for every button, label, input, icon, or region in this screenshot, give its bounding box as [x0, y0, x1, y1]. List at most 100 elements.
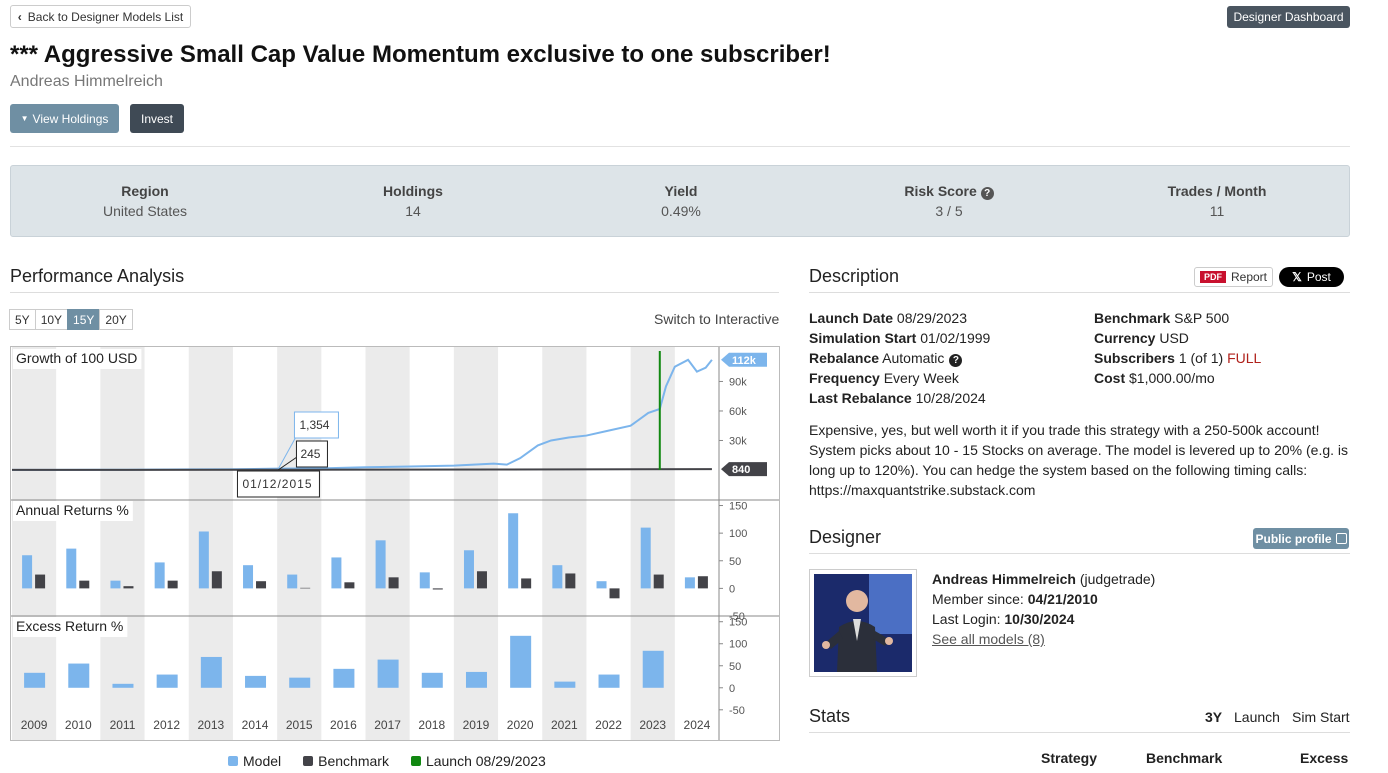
range-button[interactable]: 15Y	[67, 309, 101, 330]
summary-value: 3 / 5	[935, 203, 963, 219]
y-tick-label: 30k	[729, 435, 747, 447]
bar	[123, 586, 134, 589]
stats-column: Strategy	[1041, 750, 1098, 766]
field: Simulation Start 01/02/1999	[809, 330, 990, 346]
range-button[interactable]: 10Y	[34, 309, 69, 330]
summary-value: 0.49%	[661, 203, 701, 219]
y-tick-label: 0	[729, 683, 735, 695]
stats-column: Excess	[1300, 750, 1349, 766]
column-band	[542, 347, 587, 740]
x-tick-label: 2016	[330, 718, 357, 732]
field: Rebalance Automatic?	[809, 350, 963, 367]
field: Frequency Every Week	[809, 370, 959, 386]
x-tick-label: 2024	[684, 718, 711, 732]
pdf-badge: PDF	[1199, 271, 1226, 283]
column-band	[100, 347, 145, 740]
section-title: Designer	[809, 527, 882, 547]
x-tick-label: 2023	[639, 718, 666, 732]
divider	[809, 553, 1350, 554]
help-icon[interactable]: ?	[980, 187, 994, 200]
field-value: 08/29/2023	[896, 310, 967, 326]
tooltip-date: 01/12/2015	[242, 477, 312, 491]
legend-swatch	[410, 756, 421, 766]
legend-item[interactable]: Model	[228, 753, 281, 769]
post-button[interactable]: 𝕏 Post	[1279, 267, 1344, 287]
switch-link[interactable]: Switch to Interactive	[654, 311, 780, 327]
field-status: FULL	[1227, 350, 1262, 366]
x-tick-label: 2012	[153, 718, 180, 732]
legend-label: Launch 08/29/2023	[425, 753, 546, 769]
legend-item[interactable]: Launch 08/29/2023	[410, 753, 546, 769]
invest-button[interactable]: Invest	[130, 104, 184, 133]
field-label: Subscribers	[1094, 350, 1175, 366]
see-all-link[interactable]: See all models (8)	[932, 631, 1045, 647]
public-profile-button[interactable]: Public profile	[1253, 528, 1349, 549]
x-tick-label: 2020	[507, 718, 534, 732]
bar	[552, 565, 563, 589]
range-button[interactable]: 20Y	[99, 309, 133, 330]
field-label: Cost	[1094, 370, 1126, 386]
bar	[653, 574, 664, 589]
y-tick-label: 60k	[729, 406, 747, 418]
y-tick-label: 150	[729, 501, 747, 513]
bar	[508, 513, 519, 589]
bar	[432, 588, 443, 590]
section-title: Stats	[809, 706, 851, 726]
report-button[interactable]: PDF Report	[1194, 267, 1273, 287]
x-tick-label: 2010	[65, 718, 92, 732]
summary-label: Holdings	[383, 183, 443, 199]
legend-swatch	[228, 756, 238, 766]
dashboard-button[interactable]: Designer Dashboard	[1227, 6, 1350, 28]
stats-period[interactable]: 3Y	[1205, 709, 1223, 725]
title-bg	[13, 501, 133, 521]
bar	[609, 588, 620, 599]
bar	[35, 574, 46, 589]
bar	[388, 577, 399, 589]
bar	[331, 557, 342, 589]
field-value: 1 (of 1)	[1178, 350, 1224, 366]
back-label: Back to Designer Models List	[27, 9, 184, 24]
last-login: 10/30/2024	[1004, 611, 1075, 627]
x-tick-label: 2018	[418, 718, 445, 732]
field-label: Benchmark	[1094, 310, 1171, 326]
end-label: 840	[732, 464, 750, 476]
invest-label: Invest	[140, 111, 173, 126]
y-tick-label: -50	[729, 705, 745, 717]
field-value: USD	[1159, 330, 1189, 346]
tooltip-pointer	[278, 455, 299, 471]
back-button[interactable]: ‹ Back to Designer Models List	[10, 5, 191, 28]
bar	[554, 681, 576, 688]
description-text: Expensive, yes, but well worth it if you…	[809, 422, 1349, 498]
last-login-label: Last Login:	[932, 611, 1001, 627]
field-label: Frequency	[809, 370, 880, 386]
bar	[198, 531, 209, 589]
section-title: Description	[809, 266, 900, 286]
view-holdings-button[interactable]: ▼ View Holdings	[10, 104, 119, 133]
designer-handle: (judgetrade)	[1079, 571, 1156, 587]
stats-period[interactable]: Sim Start	[1292, 709, 1350, 725]
stats-period[interactable]: Launch	[1234, 709, 1280, 725]
y-tick-label: -50	[729, 611, 745, 623]
panel-title: Growth of 100 USD	[16, 350, 137, 366]
legend-item[interactable]: Benchmark	[303, 753, 389, 769]
bar	[79, 580, 90, 589]
view-holdings-label: View Holdings	[32, 111, 109, 126]
bar	[24, 672, 46, 688]
x-tick-label: 2014	[242, 718, 269, 732]
public-profile-label: Public profile	[1255, 531, 1332, 546]
bar	[521, 578, 532, 589]
range-button[interactable]: 5Y	[9, 309, 36, 330]
stats-column: Benchmark	[1146, 750, 1223, 766]
summary-panel: Region United States Holdings 14 Yield 0.49…	[10, 165, 1350, 237]
y-tick-label: 100	[729, 639, 747, 651]
bar	[476, 571, 487, 589]
bar	[156, 674, 178, 688]
x-tick-label: 2017	[374, 718, 401, 732]
last-login-line: Last Login: 10/30/2024	[932, 611, 1074, 627]
bar	[510, 635, 532, 688]
field-value: 10/28/2024	[915, 390, 986, 406]
bar	[333, 668, 355, 688]
page-title: *** Aggressive Small Cap Value Momentum …	[10, 41, 831, 68]
help-icon[interactable]: ?	[949, 354, 963, 367]
panel-title: Annual Returns %	[16, 502, 129, 518]
